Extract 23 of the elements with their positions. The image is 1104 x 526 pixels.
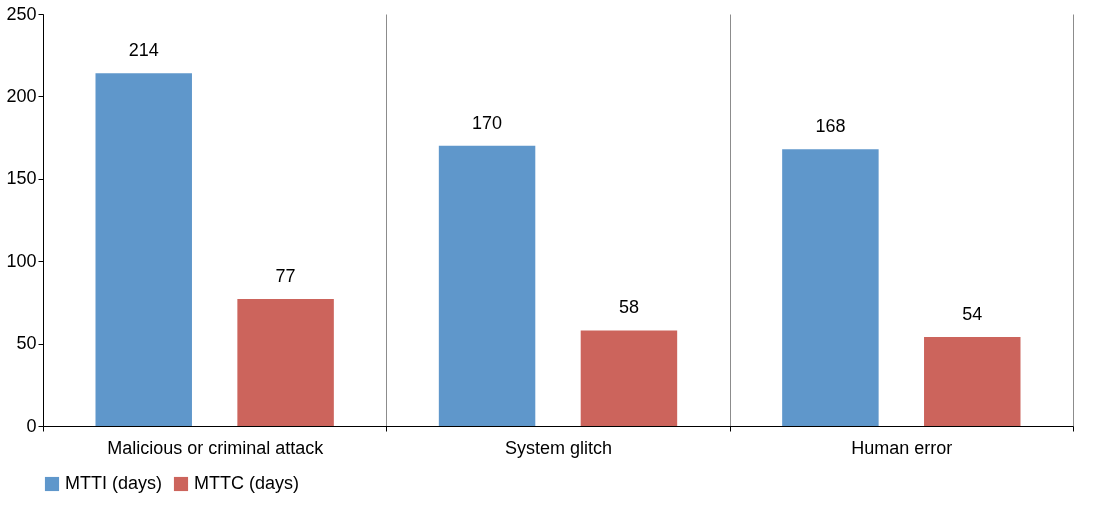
y-tick-label: 50 bbox=[16, 333, 37, 354]
data-label: 168 bbox=[815, 116, 846, 137]
data-label: 77 bbox=[275, 266, 296, 287]
bar bbox=[237, 299, 334, 426]
y-tick-label: 250 bbox=[6, 3, 37, 24]
legend-label: MTTC (days) bbox=[194, 473, 299, 493]
data-label: 170 bbox=[472, 112, 503, 133]
legend-label: MTTI (days) bbox=[65, 473, 162, 493]
bar bbox=[580, 330, 678, 426]
y-tick-label: 200 bbox=[6, 85, 37, 106]
data-label: 58 bbox=[618, 297, 639, 318]
y-tick-label: 100 bbox=[6, 250, 37, 271]
x-tick-label: Malicious or criminal attack bbox=[107, 437, 325, 458]
bar bbox=[782, 149, 879, 426]
data-label: 54 bbox=[962, 304, 983, 325]
data-label: 214 bbox=[128, 40, 159, 61]
bar bbox=[95, 73, 192, 426]
bar bbox=[438, 145, 536, 426]
y-tick-label: 150 bbox=[6, 168, 37, 189]
x-tick-label: System glitch bbox=[504, 437, 613, 458]
y-tick-label: 0 bbox=[26, 415, 37, 436]
x-tick-label: Human error bbox=[851, 437, 953, 458]
bar bbox=[924, 337, 1021, 426]
